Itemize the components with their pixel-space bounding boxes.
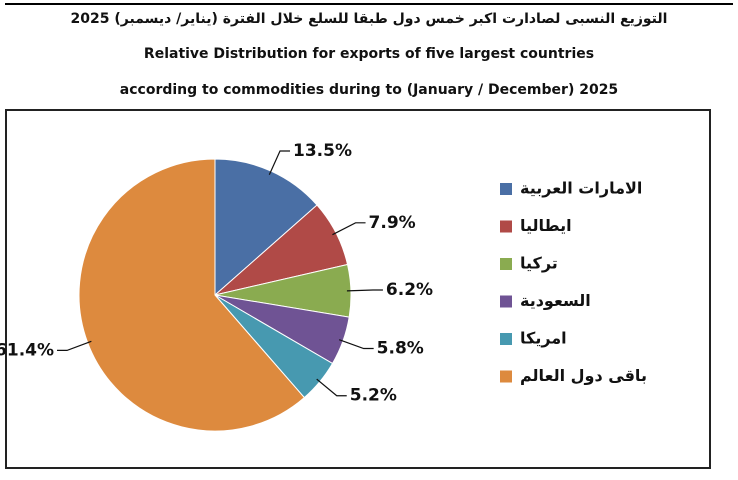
legend-swatch [500,295,512,308]
leader-line [316,378,347,397]
legend-label: ايطاليا [520,216,572,235]
leader-line [346,289,383,292]
legend-swatch [500,220,512,233]
leader-line [338,339,374,350]
legend-swatch [500,333,512,345]
data-label: 5.2% [350,386,397,406]
leader-line [268,150,291,175]
legend-label: باقى دول العالم [520,366,647,385]
chart-subtitle: according to commodities during to (Janu… [120,82,618,98]
legend-label: السعودية [520,291,591,310]
chart-subtitle: Relative Distribution for exports of fiv… [144,46,594,62]
legend-swatch [500,370,512,383]
data-label: 61.4% [0,340,54,360]
legend-swatch [500,258,512,270]
leader-line [57,340,92,351]
legend-label: امريكا [520,329,567,348]
legend-swatch [500,183,512,195]
data-label: 13.5% [293,141,352,161]
chart-title: التوزيع النسبى لصادارت اكبر خمس دول طبقا… [71,11,668,27]
data-label: 6.2% [386,280,433,300]
data-label: 5.8% [377,339,424,359]
leader-line [332,222,366,236]
legend-label: الامارات العربية [520,179,642,198]
legend-label: تركيا [520,254,558,273]
data-label: 7.9% [369,213,416,233]
